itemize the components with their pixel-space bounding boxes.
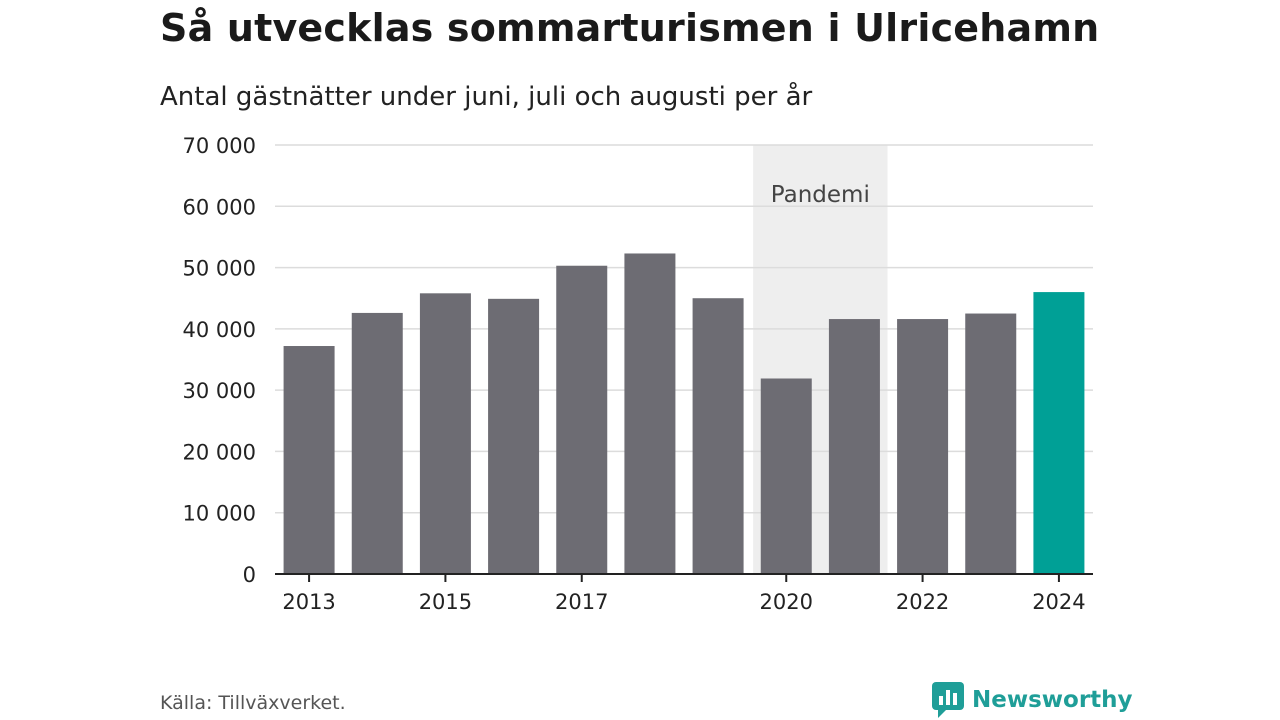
x-tick-label: 2015 [419,590,472,614]
y-tick-label: 50 000 [183,257,256,281]
bar-2014 [351,312,403,574]
y-tick-label: 0 [243,563,256,587]
y-tick-label: 40 000 [183,318,256,342]
bar-2022 [897,319,949,574]
bar-chart: Pandemi 0 10 000 20 000 30 000 40 000 50 000 60… [183,134,1093,614]
newsworthy-logo: Newsworthy [932,682,1133,718]
source-note: Källa: Tillväxverket. [160,692,346,714]
chart-subtitle: Antal gästnätter under juni, juli och au… [160,82,813,112]
bar-2016 [488,298,540,574]
y-tick-label: 60 000 [183,195,256,219]
bar-2018 [624,253,676,574]
chart-title: Så utvecklas sommarturismen i Ulricehamn [160,6,1100,50]
bar-2019 [692,298,744,574]
x-tick-label: 2024 [1032,590,1085,614]
bar-2020 [760,378,812,574]
y-tick-label: 30 000 [183,379,256,403]
x-tick-label: 2020 [760,590,813,614]
x-tick-label: 2022 [896,590,949,614]
bar-2015 [419,293,471,574]
bar-2023 [965,313,1017,574]
annotation-label: Pandemi [771,182,870,208]
y-tick-label: 70 000 [183,134,256,158]
x-tick-label: 2017 [555,590,608,614]
newsworthy-logo-icon [932,682,964,718]
logo-text: Newsworthy [972,687,1133,713]
y-tick-label: 20 000 [183,440,256,464]
bar-2024 [1033,292,1085,574]
bar-2017 [556,265,608,574]
bar-2013 [283,346,335,574]
bar-2021 [828,319,880,574]
y-tick-label: 10 000 [183,502,256,526]
x-tick-label: 2013 [282,590,335,614]
